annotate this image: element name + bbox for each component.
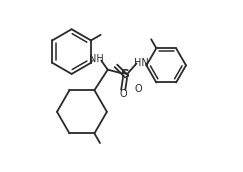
Text: O: O <box>134 84 142 94</box>
Text: O: O <box>119 89 127 99</box>
Text: S: S <box>121 68 130 81</box>
Text: NH: NH <box>89 54 104 64</box>
Text: HN: HN <box>134 58 149 68</box>
